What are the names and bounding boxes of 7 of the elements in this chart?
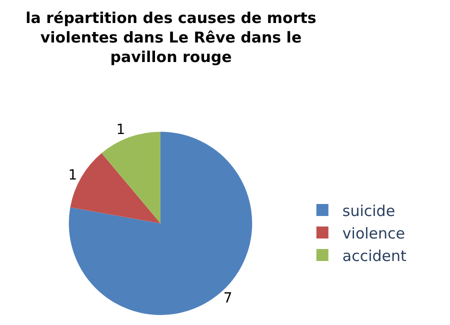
- chart-title: la répartition des causes de morts violentes dans Le Rêve dans le pavillon rouge: [26, 8, 316, 66]
- data-label: 1: [68, 168, 78, 184]
- legend-label: violence: [342, 224, 406, 242]
- legend-label: suicide: [342, 202, 396, 220]
- legend-label: accident: [342, 246, 407, 265]
- data-label: 7: [223, 290, 232, 306]
- data-label: 1: [116, 122, 126, 138]
